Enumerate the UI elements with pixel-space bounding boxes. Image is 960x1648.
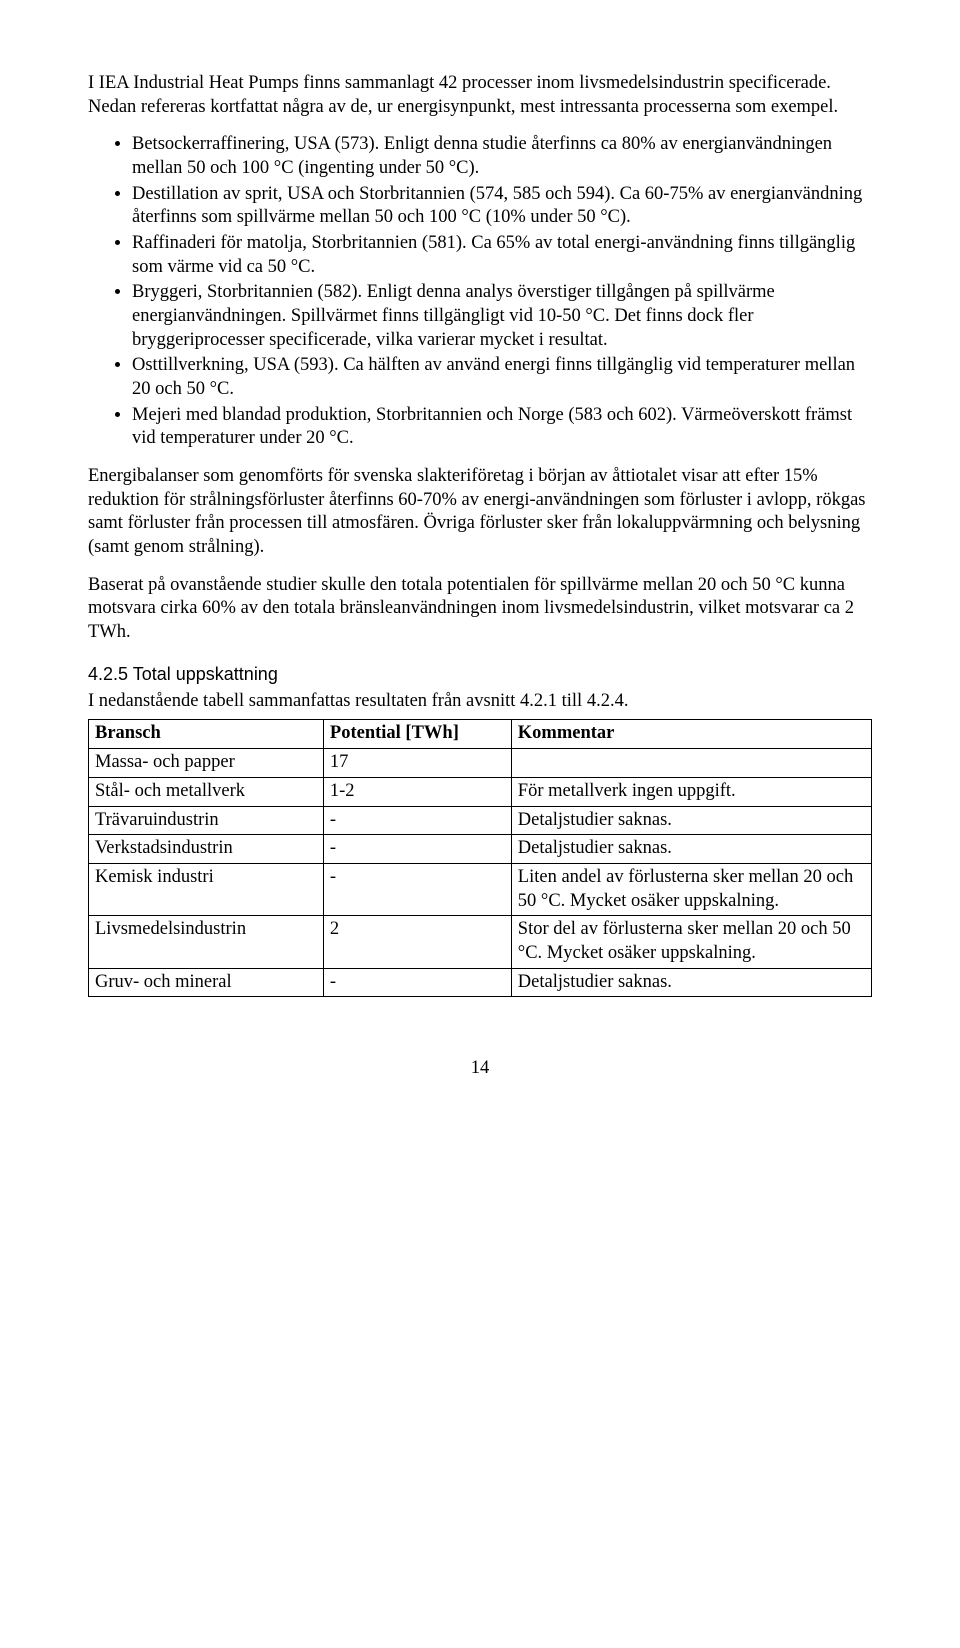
table-cell: 17 [323,749,511,778]
list-item: Raffinaderi för matolja, Storbritannien … [132,232,872,279]
table-cell: Liten andel av förlusterna sker mellan 2… [511,863,871,915]
list-item: Betsockerraffinering, USA (573). Enligt … [132,133,872,180]
example-list: Betsockerraffinering, USA (573). Enligt … [88,133,872,451]
list-item: Mejeri med blandad produktion, Storbrita… [132,404,872,451]
table-row: Stål- och metallverk 1-2 För metallverk … [89,777,872,806]
table-header: Potential [TWh] [323,720,511,749]
table-body: Massa- och papper 17 Stål- och metallver… [89,749,872,997]
page-number: 14 [88,1057,872,1081]
section-title: Total uppskattning [133,664,278,684]
list-item: Bryggeri, Storbritannien (582). Enligt d… [132,281,872,352]
table-cell: Detaljstudier saknas. [511,806,871,835]
table-cell: - [323,968,511,997]
table-header: Bransch [89,720,324,749]
summary-table: Bransch Potential [TWh] Kommentar Massa-… [88,719,872,997]
table-cell: - [323,863,511,915]
table-row: Livsmedelsindustrin 2 Stor del av förlus… [89,916,872,968]
table-cell: Stor del av förlusterna sker mellan 20 o… [511,916,871,968]
list-item: Destillation av sprit, USA och Storbrita… [132,183,872,230]
table-header-row: Bransch Potential [TWh] Kommentar [89,720,872,749]
table-row: Verkstadsindustrin - Detaljstudier sakna… [89,835,872,864]
table-cell: 1-2 [323,777,511,806]
table-cell: 2 [323,916,511,968]
table-cell: Verkstadsindustrin [89,835,324,864]
table-cell: - [323,806,511,835]
table-row: Kemisk industri - Liten andel av förlust… [89,863,872,915]
table-cell: Detaljstudier saknas. [511,968,871,997]
table-cell: För metallverk ingen uppgift. [511,777,871,806]
table-cell: Detaljstudier saknas. [511,835,871,864]
table-cell [511,749,871,778]
table-cell: Gruv- och mineral [89,968,324,997]
table-cell: - [323,835,511,864]
section-heading: 4.2.5 Total uppskattning [88,663,872,686]
table-header: Kommentar [511,720,871,749]
section-number: 4.2.5 [88,664,128,684]
table-cell: Livsmedelsindustrin [89,916,324,968]
table-cell: Kemisk industri [89,863,324,915]
table-row: Gruv- och mineral - Detaljstudier saknas… [89,968,872,997]
body-paragraph: I nedanstående tabell sammanfattas resul… [88,690,872,714]
intro-paragraph: I IEA Industrial Heat Pumps finns samman… [88,72,872,119]
table-row: Trävaruindustrin - Detaljstudier saknas. [89,806,872,835]
table-row: Massa- och papper 17 [89,749,872,778]
body-paragraph: Baserat på ovanstående studier skulle de… [88,574,872,645]
table-cell: Trävaruindustrin [89,806,324,835]
table-cell: Stål- och metallverk [89,777,324,806]
body-paragraph: Energibalanser som genomförts för svensk… [88,465,872,560]
table-cell: Massa- och papper [89,749,324,778]
list-item: Osttillverkning, USA (593). Ca hälften a… [132,354,872,401]
